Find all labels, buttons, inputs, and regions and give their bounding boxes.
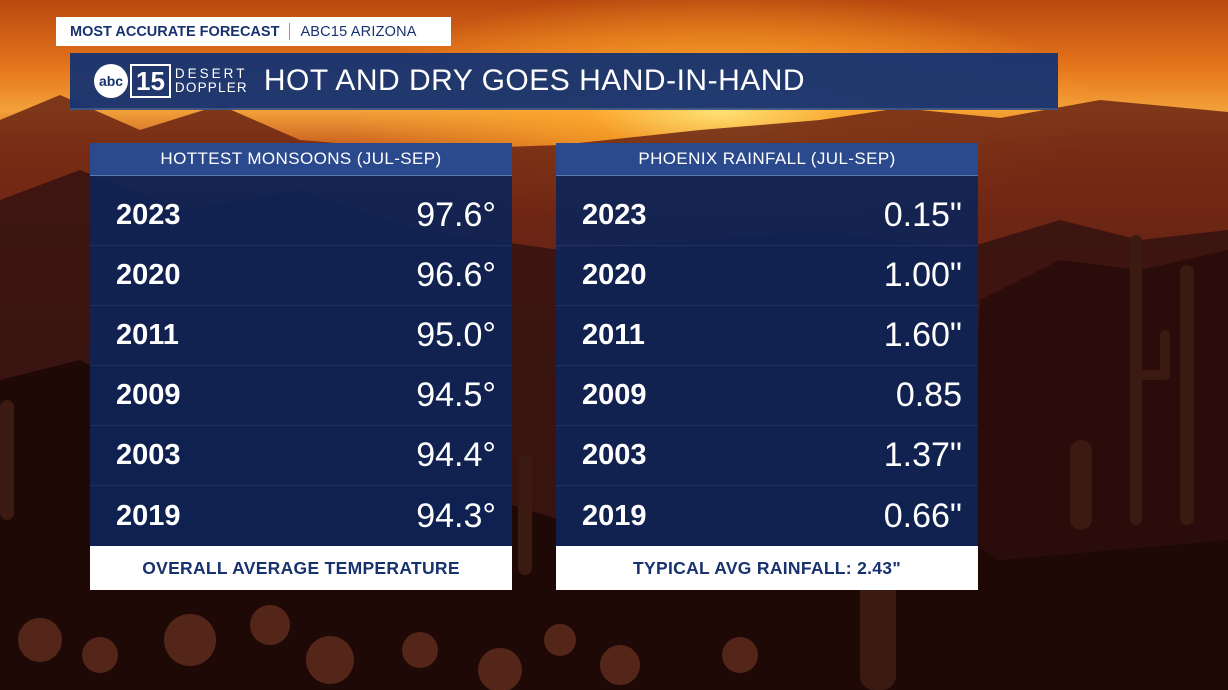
row-temperature: 97.6° <box>416 196 496 234</box>
row-year: 2009 <box>582 379 647 411</box>
row-rainfall: 0.85 <box>895 376 962 414</box>
desert-doppler-wordmark: DESERT DOPPLER <box>174 65 248 95</box>
hottest-monsoons-panel: HOTTEST MONSOONS (JUL-SEP) 2023 97.6° 20… <box>90 143 512 590</box>
row-temperature: 94.4° <box>416 436 496 474</box>
row-temperature: 96.6° <box>416 256 496 294</box>
table-row: 2003 1.37" <box>556 426 978 486</box>
table-row: 2020 96.6° <box>90 246 512 306</box>
row-year: 2019 <box>582 499 647 532</box>
hottest-monsoons-header: HOTTEST MONSOONS (JUL-SEP) <box>90 143 512 176</box>
row-temperature: 94.5° <box>416 376 496 414</box>
table-row: 2009 0.85 <box>556 366 978 426</box>
row-temperature: 94.3° <box>416 496 496 535</box>
row-year: 2003 <box>116 439 181 471</box>
row-year: 2020 <box>116 259 181 291</box>
row-year: 2023 <box>116 199 181 231</box>
table-row: 2011 95.0° <box>90 306 512 366</box>
brand-line-1: DESERT <box>174 65 248 81</box>
row-year: 2020 <box>582 259 647 291</box>
table-row: 2019 94.3° <box>90 486 512 546</box>
brand-line-2: DOPPLER <box>174 79 248 95</box>
abc15-desert-doppler-logo: abc 15 DESERT DOPPLER <box>94 61 248 101</box>
typical-rainfall-footer: TYPICAL AVG RAINFALL: 2.43" <box>556 546 978 590</box>
row-year: 2011 <box>116 319 179 351</box>
abc-logo-circle: abc <box>94 63 128 98</box>
row-rainfall: 0.66" <box>883 496 962 535</box>
table-row: 2023 0.15" <box>556 186 978 246</box>
phoenix-rainfall-header: PHOENIX RAINFALL (JUL-SEP) <box>556 143 978 176</box>
table-row: 2019 0.66" <box>556 486 978 546</box>
row-year: 2009 <box>116 379 181 411</box>
row-rainfall: 1.60" <box>883 316 962 354</box>
title-bar: abc 15 DESERT DOPPLER HOT AND DRY GOES H… <box>70 53 1058 110</box>
row-temperature: 95.0° <box>416 316 496 354</box>
row-year: 2003 <box>582 439 647 471</box>
average-temperature-footer: OVERALL AVERAGE TEMPERATURE <box>90 546 512 590</box>
row-year: 2011 <box>582 319 645 351</box>
table-row: 2003 94.4° <box>90 426 512 486</box>
phoenix-rainfall-list: 2023 0.15" 2020 1.00" 2011 1.60" 2009 0.… <box>556 176 978 546</box>
tag-separator <box>289 23 291 40</box>
table-row: 2011 1.60" <box>556 306 978 366</box>
most-accurate-forecast-tag: MOST ACCURATE FORECAST ABC15 ARIZONA <box>56 17 451 46</box>
hottest-monsoons-list: 2023 97.6° 2020 96.6° 2011 95.0° 2009 94… <box>90 176 512 546</box>
channel-number: 15 <box>130 63 171 98</box>
row-rainfall: 1.37" <box>883 436 962 474</box>
row-rainfall: 0.15" <box>883 196 962 234</box>
row-rainfall: 1.00" <box>883 256 962 294</box>
row-year: 2019 <box>116 499 181 532</box>
table-row: 2020 1.00" <box>556 246 978 306</box>
table-row: 2009 94.5° <box>90 366 512 426</box>
phoenix-rainfall-panel: PHOENIX RAINFALL (JUL-SEP) 2023 0.15" 20… <box>556 143 978 590</box>
row-year: 2023 <box>582 199 647 231</box>
table-row: 2023 97.6° <box>90 186 512 246</box>
tag-primary: MOST ACCURATE FORECAST <box>70 23 280 40</box>
tag-secondary: ABC15 ARIZONA <box>300 23 417 40</box>
page-title: HOT AND DRY GOES HAND-IN-HAND <box>263 63 806 97</box>
